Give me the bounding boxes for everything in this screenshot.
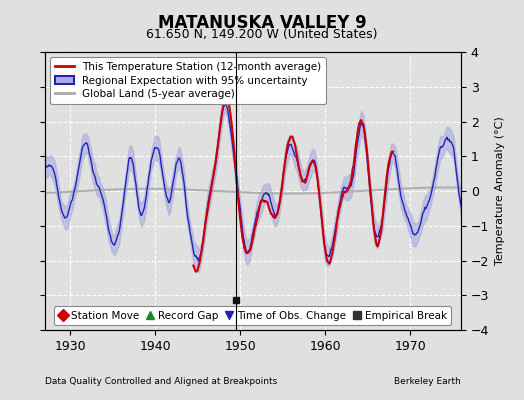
Text: Berkeley Earth: Berkeley Earth	[395, 377, 461, 386]
Text: Data Quality Controlled and Aligned at Breakpoints: Data Quality Controlled and Aligned at B…	[45, 377, 277, 386]
Legend: Station Move, Record Gap, Time of Obs. Change, Empirical Break: Station Move, Record Gap, Time of Obs. C…	[54, 306, 451, 325]
Y-axis label: Temperature Anomaly (°C): Temperature Anomaly (°C)	[495, 117, 505, 265]
Text: MATANUSKA VALLEY 9: MATANUSKA VALLEY 9	[158, 14, 366, 32]
Text: 61.650 N, 149.200 W (United States): 61.650 N, 149.200 W (United States)	[146, 28, 378, 41]
